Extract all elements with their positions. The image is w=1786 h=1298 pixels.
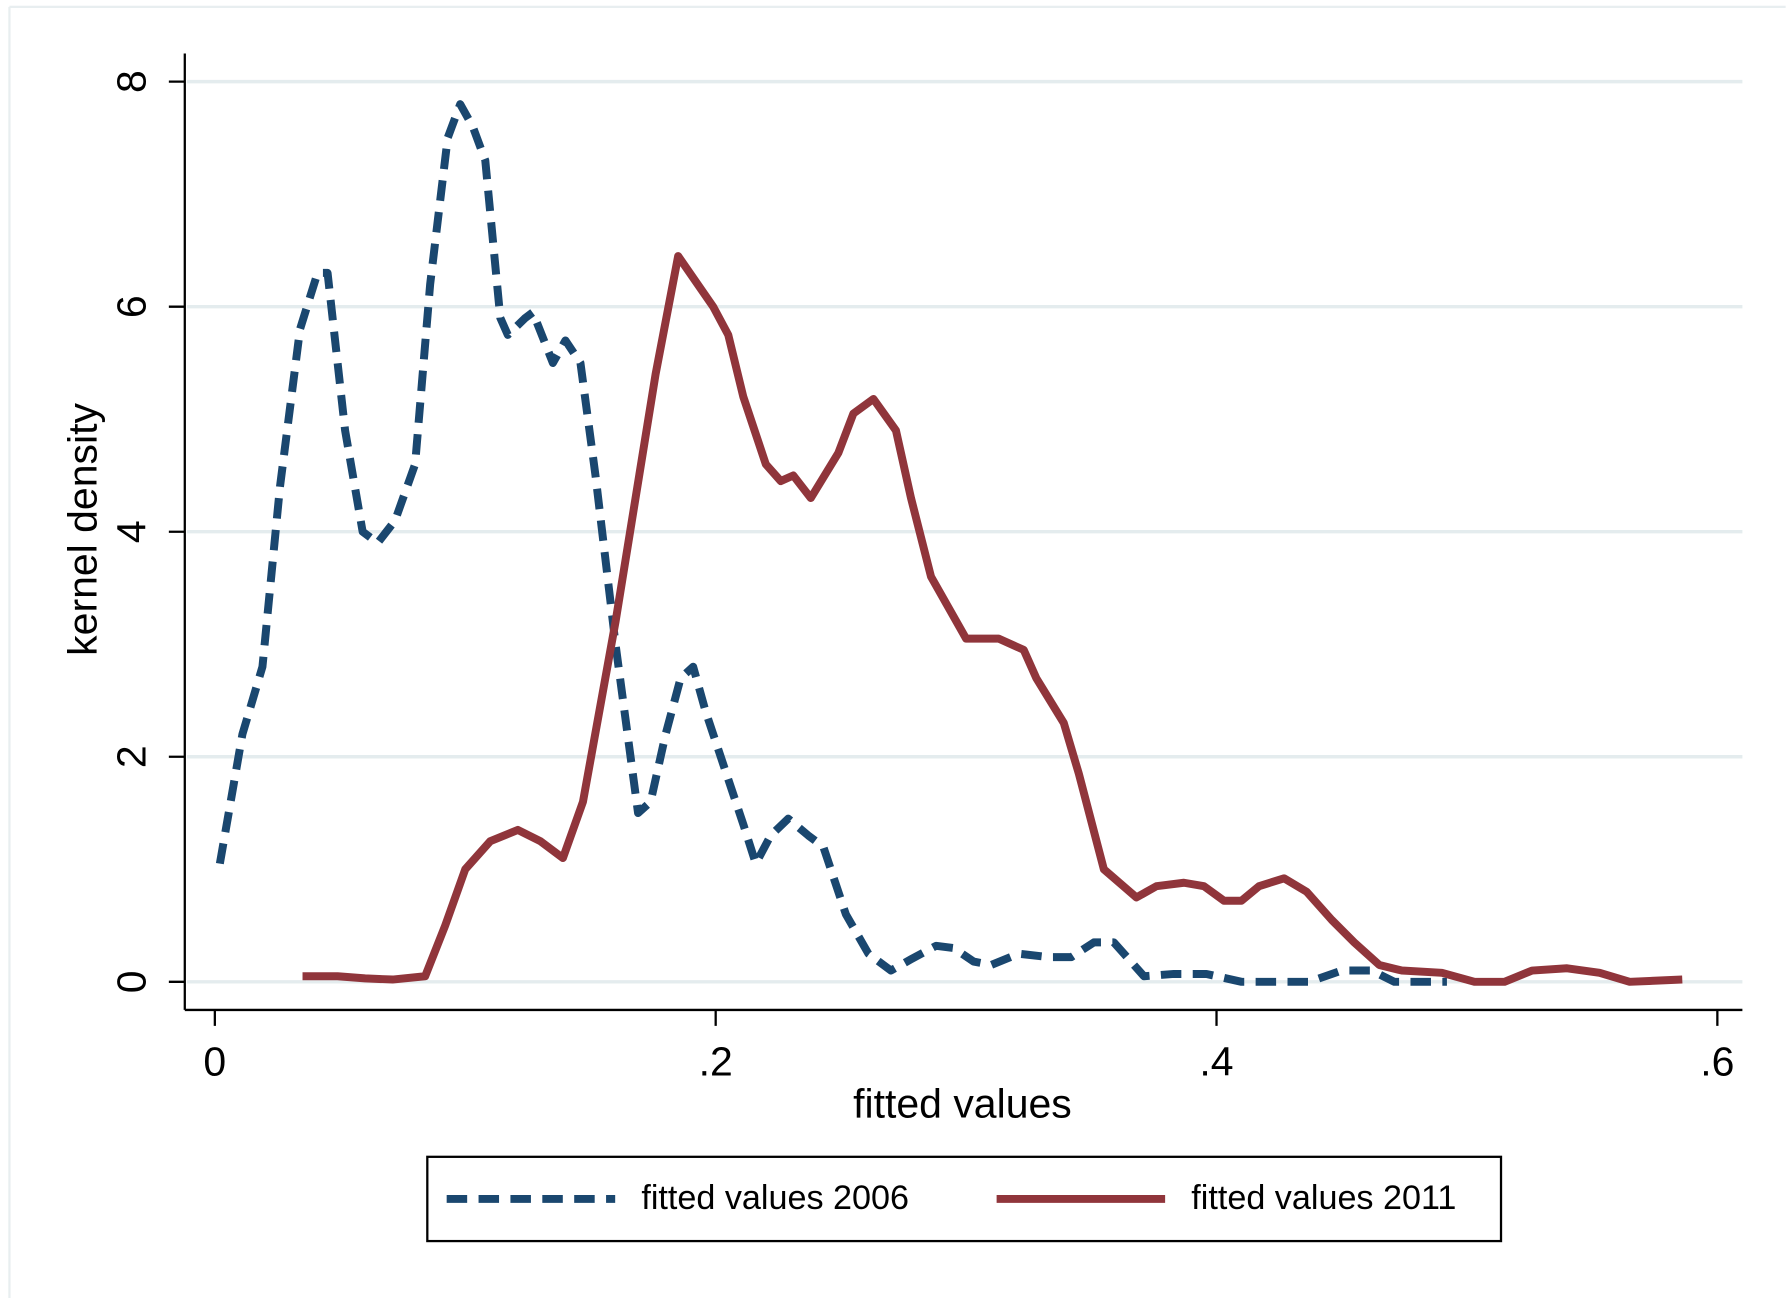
x-axis-title: fitted values [853,1081,1072,1127]
y-tick-label: 2 [109,745,155,768]
y-tick-label: 4 [109,520,155,543]
legend [426,1155,1503,1243]
plot-area [187,79,1743,986]
x-tick-label: .4 [1199,1038,1233,1084]
y-tick-label: 8 [109,70,155,93]
y-tick-label: 6 [109,295,155,318]
line-series [302,252,1683,986]
y-axis-title: kernel density [60,403,106,656]
line-series [215,100,1447,986]
y-tick-label: 0 [109,970,155,993]
legend-label: fitted values 2011 [1191,1179,1456,1217]
legend-label: fitted values 2006 [641,1179,909,1217]
x-tick-label: .6 [1700,1038,1734,1084]
x-tick-label: .2 [699,1038,733,1084]
x-tick-label: 0 [203,1038,226,1084]
